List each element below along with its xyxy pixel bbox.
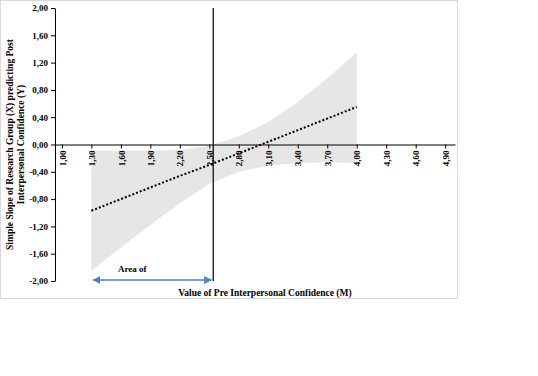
x-tick-mark (386, 145, 387, 149)
x-tick: 4,30 (382, 145, 392, 167)
x-tick: 2,80 (234, 145, 244, 167)
x-tick: 3,10 (264, 145, 274, 167)
y-tick: -2,00 (29, 276, 55, 286)
x-tick-mark (62, 145, 63, 149)
x-tick-label: 4,60 (411, 150, 421, 166)
y-tick-mark (51, 90, 55, 91)
y-axis: 2,00 1,60 1,20 0,80 0,40 0,00 -0,40 -0,80 -1,20 -… (29, 3, 55, 286)
x-tick-label: 3,40 (293, 150, 303, 166)
x-tick: 1,30 (87, 145, 97, 167)
chart: 2,00 1,60 1,20 0,80 0,40 0,00 -0,40 -0,80 -1,20 -… (0, 0, 538, 376)
y-axis-title: Simple Slope of Research Group (X) predi… (5, 38, 16, 250)
confidence-band (91, 52, 356, 270)
y-axis-title: Interpersonal Confidence (Y) (16, 85, 27, 204)
x-axis-title: Value of Pre Interpersonal Confidence (M… (178, 288, 351, 299)
x-tick-mark (121, 145, 122, 149)
y-tick-label: -2,00 (29, 276, 48, 286)
y-tick-mark (51, 226, 55, 227)
y-tick-mark (51, 199, 55, 200)
y-tick: 0,40 (32, 113, 55, 123)
x-tick: 3,40 (293, 145, 303, 167)
y-tick: 0,80 (32, 85, 55, 95)
x-tick-mark (327, 145, 328, 149)
x-tick-mark (416, 145, 417, 149)
x-axis: 1,00 1,30 1,60 1,90 2,20 2,50 2,80 3,10 3,40 3,70… (56, 145, 456, 167)
x-tick-mark (209, 145, 210, 149)
x-tick-label: 2,20 (175, 150, 185, 166)
x-tick: 3,70 (323, 145, 333, 167)
x-tick-label: 1,30 (87, 150, 97, 166)
x-axis-line (56, 145, 456, 146)
y-tick-mark (51, 254, 55, 255)
y-tick-mark (51, 117, 55, 118)
x-tick-label: 4,90 (441, 150, 451, 166)
annotation-text: Area of (118, 264, 148, 274)
y-tick-mark (51, 8, 55, 9)
x-tick: 4,00 (352, 145, 362, 167)
x-tick-mark (91, 145, 92, 149)
x-tick-label: 4,30 (382, 150, 392, 166)
x-tick-mark (268, 145, 269, 149)
x-tick: 2,50 (205, 145, 215, 167)
x-tick: 1,90 (146, 145, 156, 167)
y-tick-mark (51, 35, 55, 36)
x-tick: 1,60 (116, 145, 126, 167)
x-tick-label: 2,50 (205, 150, 215, 166)
y-tick-label: 1,60 (32, 31, 48, 41)
y-tick: -0,80 (29, 194, 55, 204)
x-tick-label: 3,70 (323, 150, 333, 166)
x-tick-mark (298, 145, 299, 149)
x-tick-mark (445, 145, 446, 149)
y-tick-label: 0,40 (32, 113, 48, 123)
x-tick-mark (150, 145, 151, 149)
y-tick-label: 2,00 (32, 3, 48, 13)
y-tick: -1,60 (29, 249, 55, 259)
y-tick-label: 1,20 (32, 58, 48, 68)
y-tick-mark (51, 281, 55, 282)
x-tick: 1,00 (58, 145, 68, 167)
simple-slope-line (91, 107, 356, 211)
y-tick-label: -1,20 (29, 222, 48, 232)
y-tick-label: -0,40 (29, 167, 48, 177)
x-tick-label: 1,60 (116, 150, 126, 166)
y-tick-mark (51, 145, 55, 146)
y-tick-mark (51, 172, 55, 173)
y-tick: 1,60 (32, 31, 55, 41)
x-tick-label: 1,90 (146, 150, 156, 166)
x-tick: 4,60 (411, 145, 421, 167)
x-tick-label: 1,00 (58, 150, 68, 166)
x-tick-label: 3,10 (264, 150, 274, 166)
annotation-arrow (93, 279, 211, 280)
y-tick: -1,20 (29, 222, 55, 232)
y-tick: -0,40 (29, 167, 55, 177)
y-tick-label: -1,60 (29, 249, 48, 259)
y-tick-label: 0,00 (32, 140, 48, 150)
x-tick-label: 4,00 (352, 150, 362, 166)
x-tick-mark (239, 145, 240, 149)
chart-frame (1, 1, 458, 299)
x-tick-label: 2,80 (234, 150, 244, 166)
y-tick: 0,00 (32, 140, 55, 150)
y-tick: 2,00 (32, 3, 55, 13)
x-tick: 4,90 (441, 145, 451, 167)
y-tick-label: -0,80 (29, 194, 48, 204)
y-tick-mark (51, 63, 55, 64)
x-tick-mark (180, 145, 181, 149)
y-tick: 1,20 (32, 58, 55, 68)
x-tick-mark (357, 145, 358, 149)
y-tick-label: 0,80 (32, 85, 48, 95)
x-tick: 2,20 (175, 145, 185, 167)
